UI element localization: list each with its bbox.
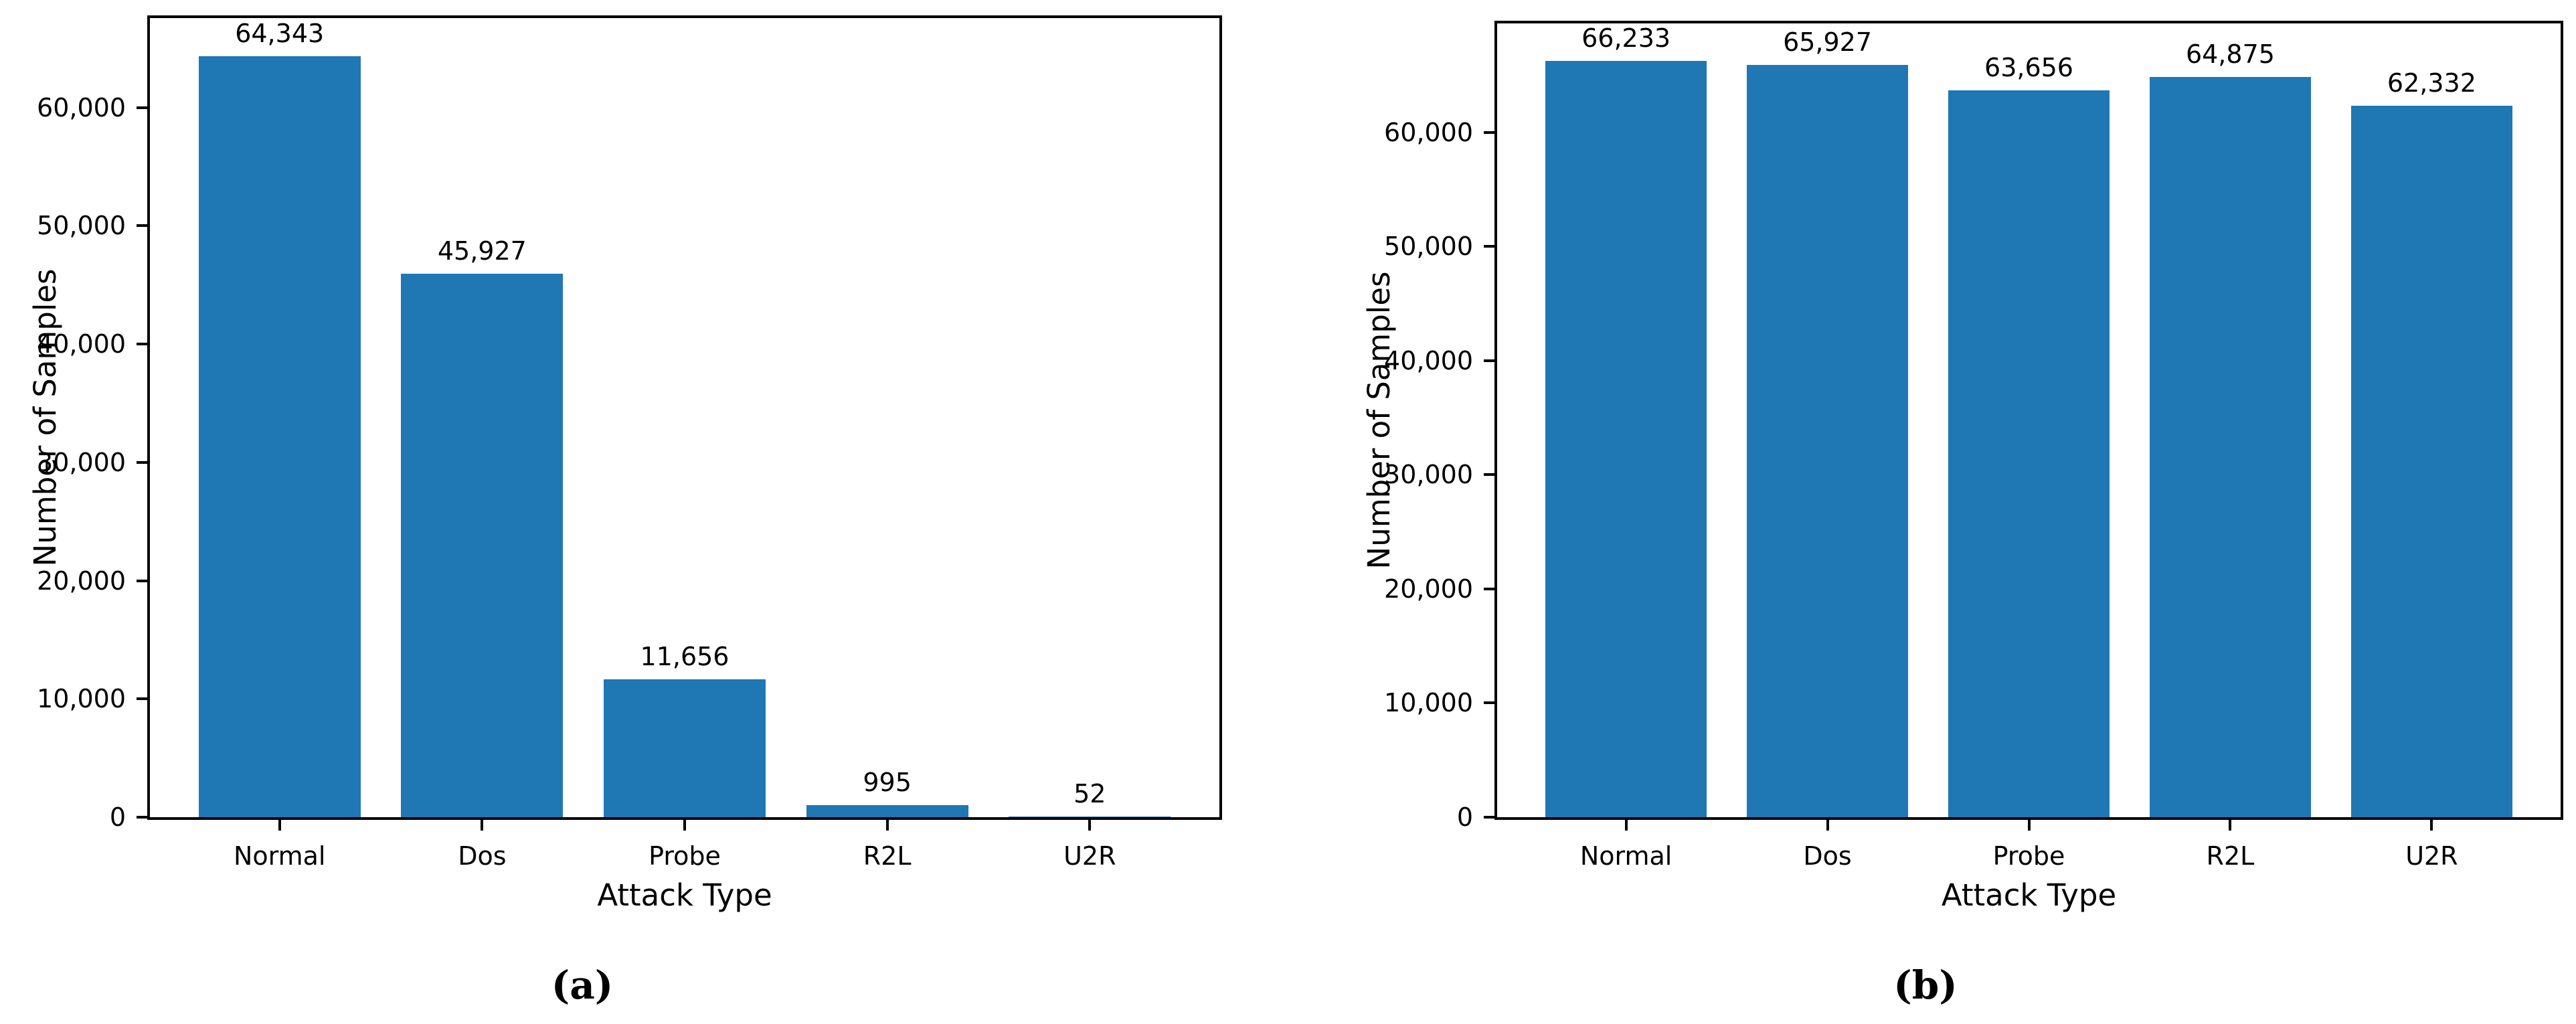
y-tick-label: 0: [109, 802, 126, 832]
y-tick-label: 50,000: [37, 211, 126, 241]
y-tick-mark: [137, 816, 147, 819]
y-tick-mark: [1484, 587, 1494, 590]
x-tick-label: R2L: [2206, 841, 2255, 871]
y-tick-label: 0: [1456, 802, 1473, 832]
y-tick-label: 60,000: [1384, 117, 1473, 147]
y-tick-label: 30,000: [1384, 460, 1473, 490]
bar-value-label: 65,927: [1783, 27, 1873, 57]
x-tick-label: Probe: [649, 841, 721, 871]
x-tick-label: Probe: [1992, 841, 2065, 871]
y-tick-label: 20,000: [37, 566, 126, 596]
bar-u2r: [2351, 106, 2512, 817]
x-tick-mark: [683, 820, 686, 831]
y-axis-label: Number of Samples: [27, 268, 63, 567]
bar-value-label: 64,875: [2185, 39, 2275, 69]
figure-caption-b: (b): [1893, 962, 1958, 1008]
x-tick-mark: [278, 820, 281, 831]
y-tick-mark: [137, 697, 147, 701]
x-tick-mark: [1088, 820, 1092, 831]
y-tick-mark: [1484, 245, 1494, 248]
y-tick-mark: [1484, 359, 1494, 362]
bar-value-label: 62,332: [2387, 68, 2476, 98]
bar-normal: [198, 56, 361, 817]
x-tick-label: R2L: [863, 841, 912, 871]
bar-value-label: 63,656: [1984, 53, 2073, 83]
x-tick-label: U2R: [1063, 841, 1116, 871]
x-tick-label: Dos: [1803, 841, 1852, 871]
bar-value-label: 52: [1074, 779, 1106, 809]
x-tick-label: Normal: [233, 841, 326, 871]
plot-area-a: Number of Samples Attack Type 0 10,000 20,…: [27, 15, 1222, 913]
x-tick-mark: [1624, 820, 1628, 831]
plot-area-b: Number of Samples Attack Type 0 10,000 20,…: [1361, 21, 2563, 913]
y-tick-mark: [1484, 701, 1494, 705]
y-axis-label: Number of Samples: [1361, 271, 1397, 570]
x-axis-label: Attack Type: [597, 877, 772, 913]
y-tick-label: 20,000: [1384, 574, 1473, 604]
figure-caption-a: (a): [551, 962, 614, 1008]
x-tick-mark: [885, 820, 889, 831]
bar-r2l: [806, 805, 968, 817]
y-tick-mark: [1484, 816, 1494, 819]
bar-dos: [1747, 64, 1908, 817]
y-tick-mark: [137, 106, 147, 109]
bar-value-label: 66,233: [1581, 23, 1671, 54]
bar-dos: [401, 274, 564, 817]
bar-value-label: 11,656: [640, 642, 729, 672]
y-tick-label: 30,000: [37, 447, 126, 477]
y-tick-mark: [137, 460, 147, 464]
bar-normal: [1545, 61, 1707, 817]
bar-probe: [603, 679, 766, 817]
bar-value-label: 995: [863, 768, 912, 798]
bar-value-label: 64,343: [235, 18, 325, 48]
y-tick-mark: [137, 224, 147, 228]
x-tick-label: Dos: [458, 841, 507, 871]
x-tick-mark: [2027, 820, 2031, 831]
y-tick-label: 60,000: [37, 92, 126, 122]
y-tick-label: 40,000: [1384, 345, 1473, 375]
x-tick-mark: [481, 820, 484, 831]
y-tick-label: 40,000: [37, 329, 126, 359]
x-tick-mark: [1826, 820, 1829, 831]
y-tick-mark: [1484, 131, 1494, 134]
x-tick-label: Normal: [1579, 841, 1672, 871]
y-tick-label: 50,000: [1384, 232, 1473, 262]
y-tick-mark: [137, 343, 147, 346]
x-axis-label: Attack Type: [1941, 877, 2117, 913]
y-tick-mark: [1484, 473, 1494, 477]
y-tick-label: 10,000: [1384, 688, 1473, 718]
bar-r2l: [2150, 76, 2311, 817]
x-tick-mark: [2229, 820, 2232, 831]
y-tick-mark: [137, 579, 147, 582]
y-tick-label: 10,000: [37, 684, 126, 714]
x-tick-mark: [2430, 820, 2433, 831]
bar-probe: [1948, 90, 2110, 817]
bar-value-label: 45,927: [437, 236, 527, 266]
x-tick-label: U2R: [2405, 841, 2458, 871]
